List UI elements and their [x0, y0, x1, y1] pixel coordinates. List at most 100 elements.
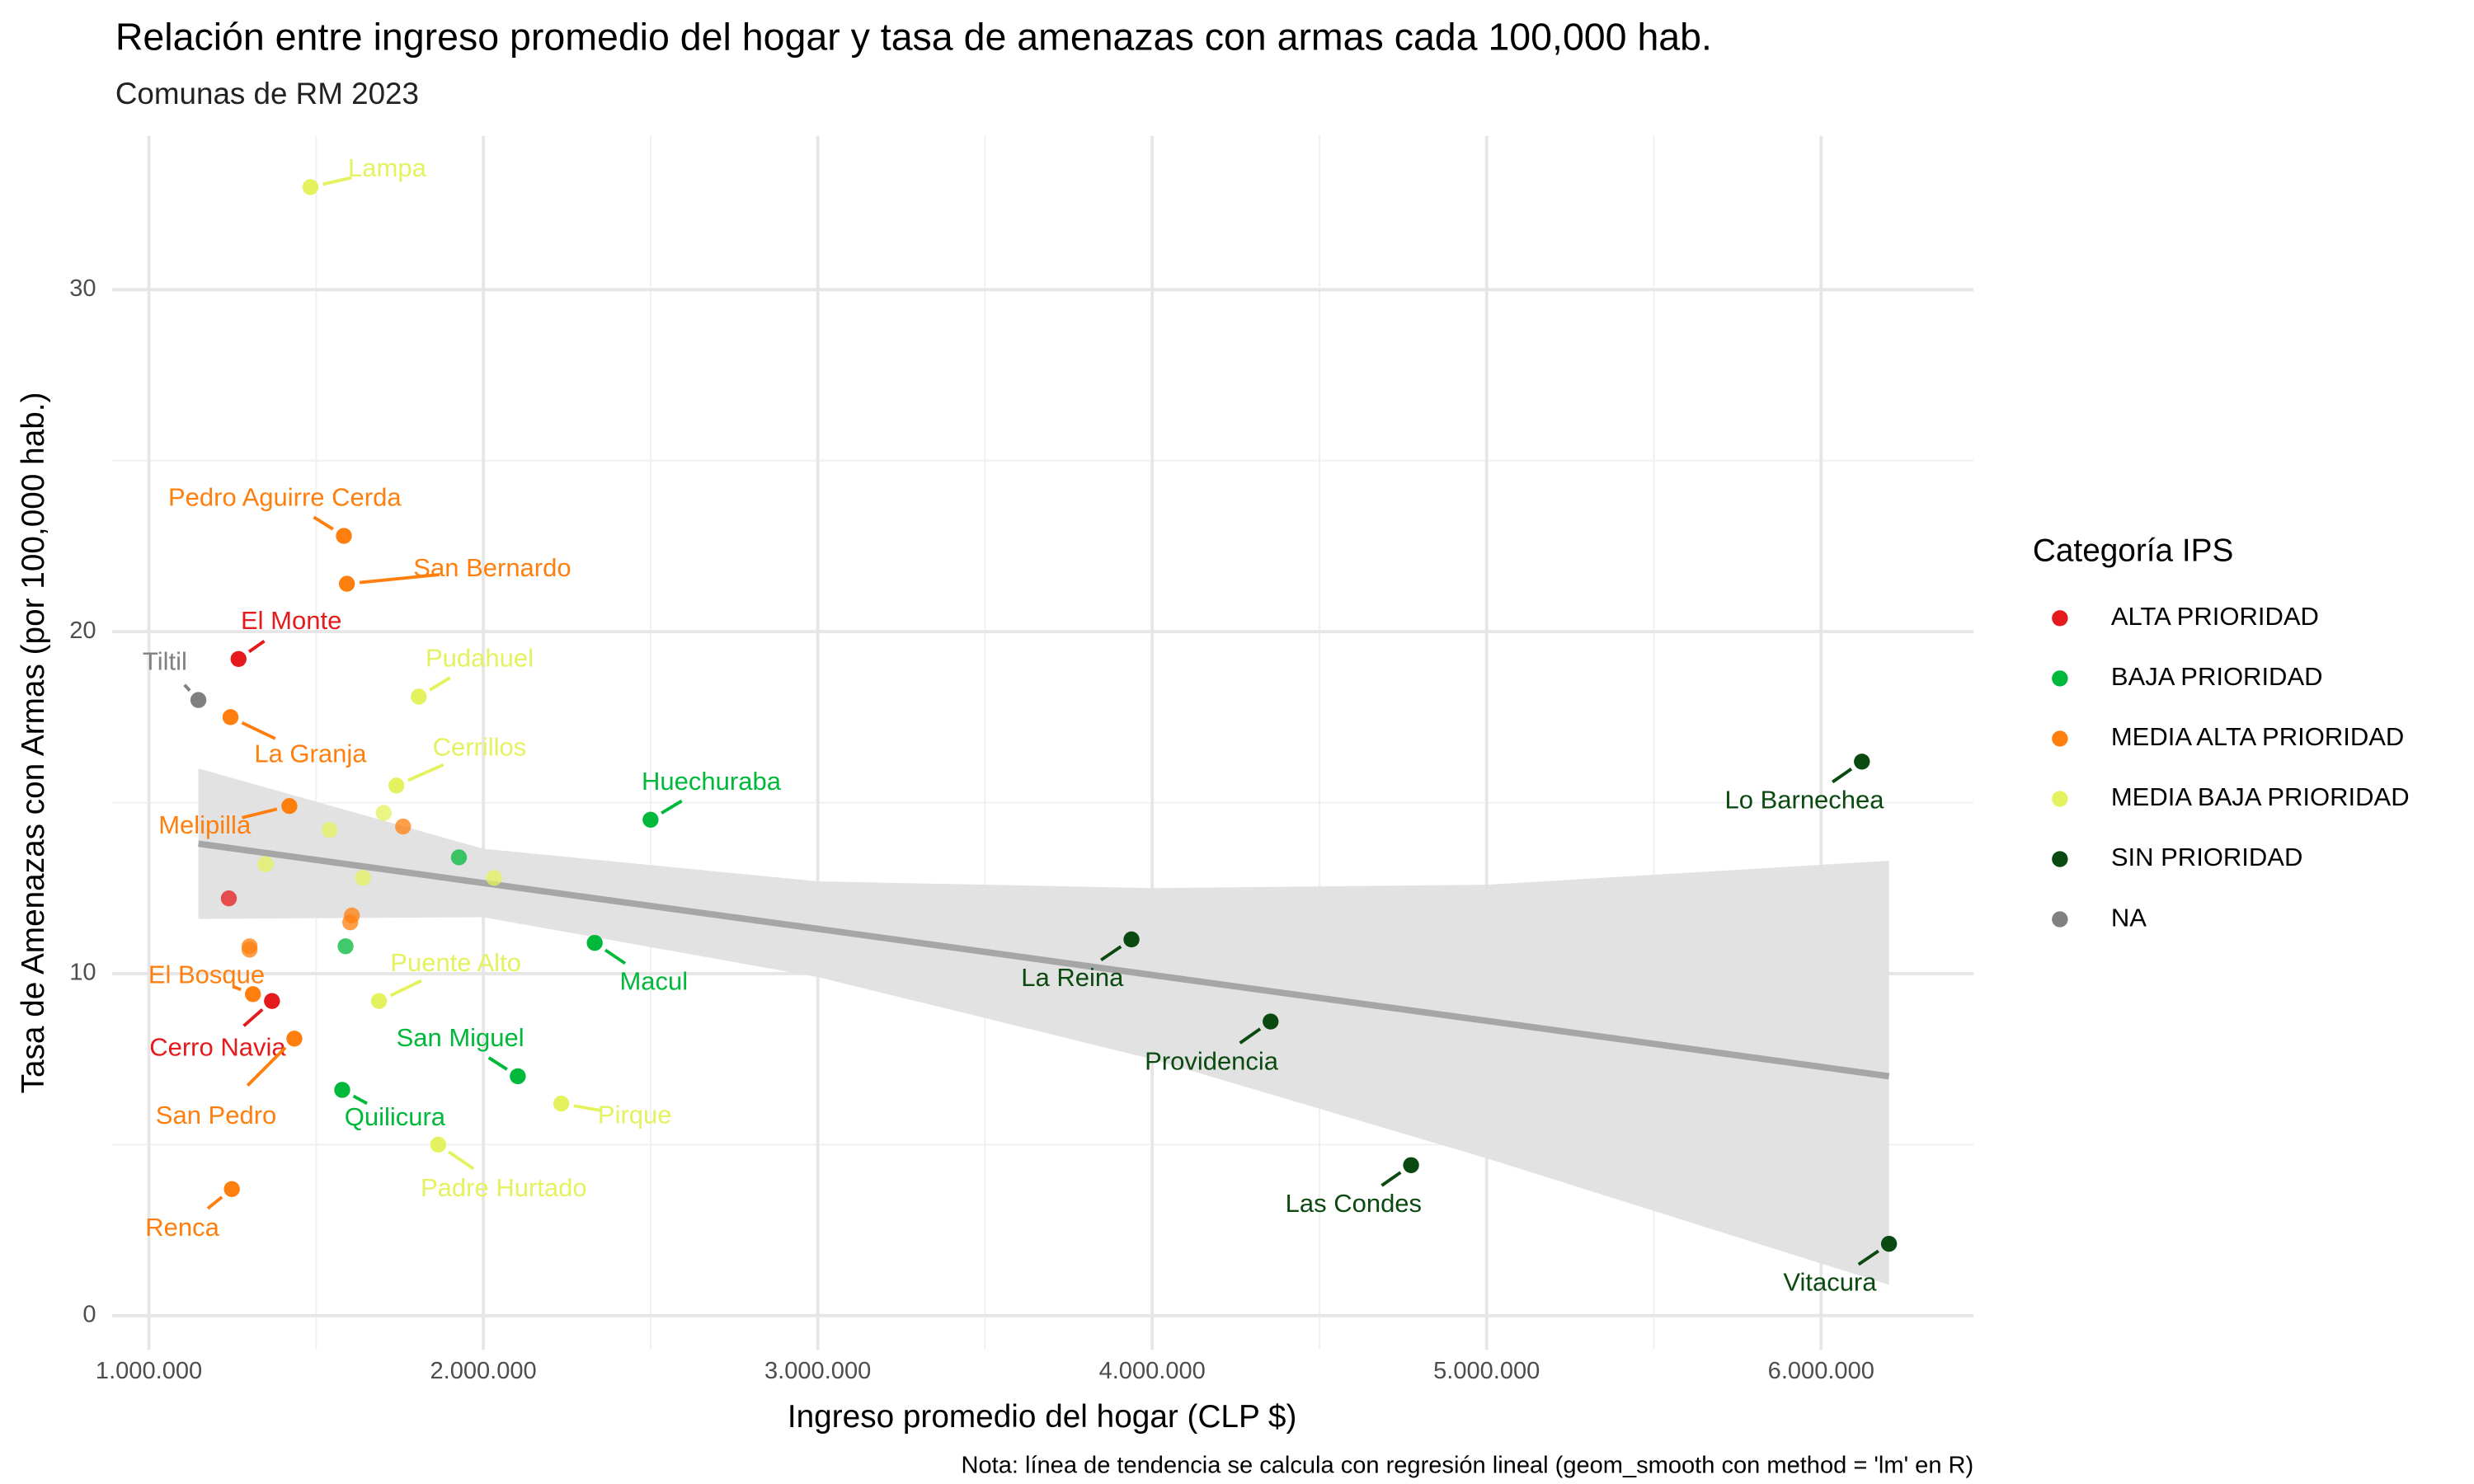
label-leader — [604, 948, 627, 965]
point-label: Quilicura — [345, 1102, 446, 1131]
label-leader — [448, 1150, 475, 1171]
point — [222, 709, 239, 726]
point-label: San Miguel — [397, 1023, 524, 1052]
label-leader — [183, 683, 191, 692]
label-leader — [246, 1046, 287, 1087]
point-label: Lo Barnechea — [1724, 785, 1884, 814]
label-leader — [241, 721, 276, 740]
x-tick-label: 4.000.000 — [1099, 1358, 1206, 1384]
point-label: Macul — [619, 966, 688, 995]
label-leader — [313, 515, 334, 531]
point-label: Padre Hurtado — [421, 1173, 587, 1202]
point — [223, 1181, 240, 1197]
label-leader — [1100, 945, 1122, 962]
point — [1263, 1013, 1279, 1030]
label-leader — [242, 807, 278, 819]
y-tick-label: 30 — [69, 275, 96, 302]
label-leader — [322, 176, 352, 186]
legend-key — [2052, 791, 2068, 807]
legend-label: NA — [2111, 903, 2147, 932]
label-leader — [429, 676, 451, 692]
trend-line — [198, 840, 1890, 1080]
legend-key — [2052, 670, 2068, 687]
point-label: Las Condes — [1286, 1189, 1422, 1218]
point — [1403, 1157, 1419, 1173]
label-leader — [487, 1056, 508, 1071]
point — [241, 942, 258, 958]
legend-label: SIN PRIORIDAD — [2111, 843, 2303, 871]
x-tick-label: 6.000.000 — [1768, 1358, 1874, 1384]
label-leader — [1857, 1249, 1879, 1266]
x-tick-label: 3.000.000 — [764, 1358, 871, 1384]
label-leader — [242, 1007, 264, 1027]
point — [553, 1095, 570, 1112]
point-label: La Granja — [254, 740, 367, 768]
point — [510, 1068, 526, 1085]
point-label: Pedro Aguirre Cerda — [168, 483, 402, 512]
point-label: Tiltil — [143, 647, 187, 676]
label-leader — [573, 1104, 600, 1112]
point — [1854, 754, 1870, 770]
point-label: Cerrillos — [433, 732, 527, 761]
point — [257, 856, 274, 872]
points: El Monte Cerro Navia Huechuraba Macul San Mi… — [143, 153, 1898, 1296]
point-label: Lampa — [348, 153, 427, 182]
legend-key — [2052, 851, 2068, 867]
label-leader — [1380, 1171, 1402, 1187]
point-label: Renca — [145, 1213, 219, 1242]
point-label: Pudahuel — [426, 644, 534, 673]
point — [334, 1082, 350, 1098]
point-label: Melipilla — [158, 810, 252, 839]
point — [244, 986, 261, 1003]
point — [230, 650, 247, 668]
label-leader — [1832, 768, 1853, 784]
label-leader — [352, 1094, 368, 1106]
point-label: El Monte — [241, 606, 341, 635]
chart-title: Relación entre ingreso promedio del hoga… — [115, 16, 1712, 59]
point-label: Vitacura — [1783, 1267, 1877, 1296]
point — [342, 914, 359, 931]
x-axis-label: Ingreso promedio del hogar (CLP $) — [788, 1399, 1296, 1435]
point — [586, 934, 603, 951]
label-leader — [1239, 1027, 1262, 1045]
label-leader — [389, 979, 422, 998]
label-leader — [359, 573, 440, 585]
legend-label: ALTA PRIORIDAD — [2111, 602, 2319, 631]
x-tick-label: 5.000.000 — [1433, 1358, 1540, 1384]
point-label: San Bernardo — [413, 553, 571, 582]
legend-label: BAJA PRIORIDAD — [2111, 662, 2323, 691]
legend-key — [2052, 610, 2068, 627]
point — [336, 528, 352, 544]
label-leader — [206, 1195, 223, 1210]
point — [355, 870, 371, 886]
legend-label: MEDIA BAJA PRIORIDAD — [2111, 782, 2410, 811]
point — [1880, 1235, 1898, 1252]
point — [281, 798, 298, 815]
point — [338, 575, 355, 592]
point — [486, 870, 502, 886]
point — [1123, 931, 1140, 948]
chart-subtitle: Comunas de RM 2023 — [115, 77, 419, 110]
point-label: Cerro Navia — [149, 1032, 286, 1061]
point-label: Puente Alto — [390, 948, 521, 977]
y-tick-label: 10 — [69, 960, 96, 986]
point-label: Pirque — [598, 1100, 672, 1129]
point — [220, 890, 238, 907]
y-axis-label: Tasa de Amenazas con Armas (por 100,000 … — [16, 392, 51, 1094]
legend-key — [2052, 730, 2068, 747]
point — [286, 1031, 303, 1047]
label-leader — [247, 639, 266, 654]
point — [395, 818, 412, 835]
point — [321, 822, 338, 838]
point-label: San Pedro — [156, 1101, 277, 1129]
caption: Nota: línea de tendencia se calcula con … — [961, 1452, 1973, 1478]
point — [450, 849, 468, 866]
legend-label: MEDIA ALTA PRIORIDAD — [2111, 722, 2404, 751]
point — [190, 692, 207, 708]
confidence-band — [198, 768, 1889, 1285]
x-tick-label: 2.000.000 — [430, 1358, 536, 1384]
point — [337, 938, 354, 955]
point-label: Huechuraba — [642, 767, 782, 796]
